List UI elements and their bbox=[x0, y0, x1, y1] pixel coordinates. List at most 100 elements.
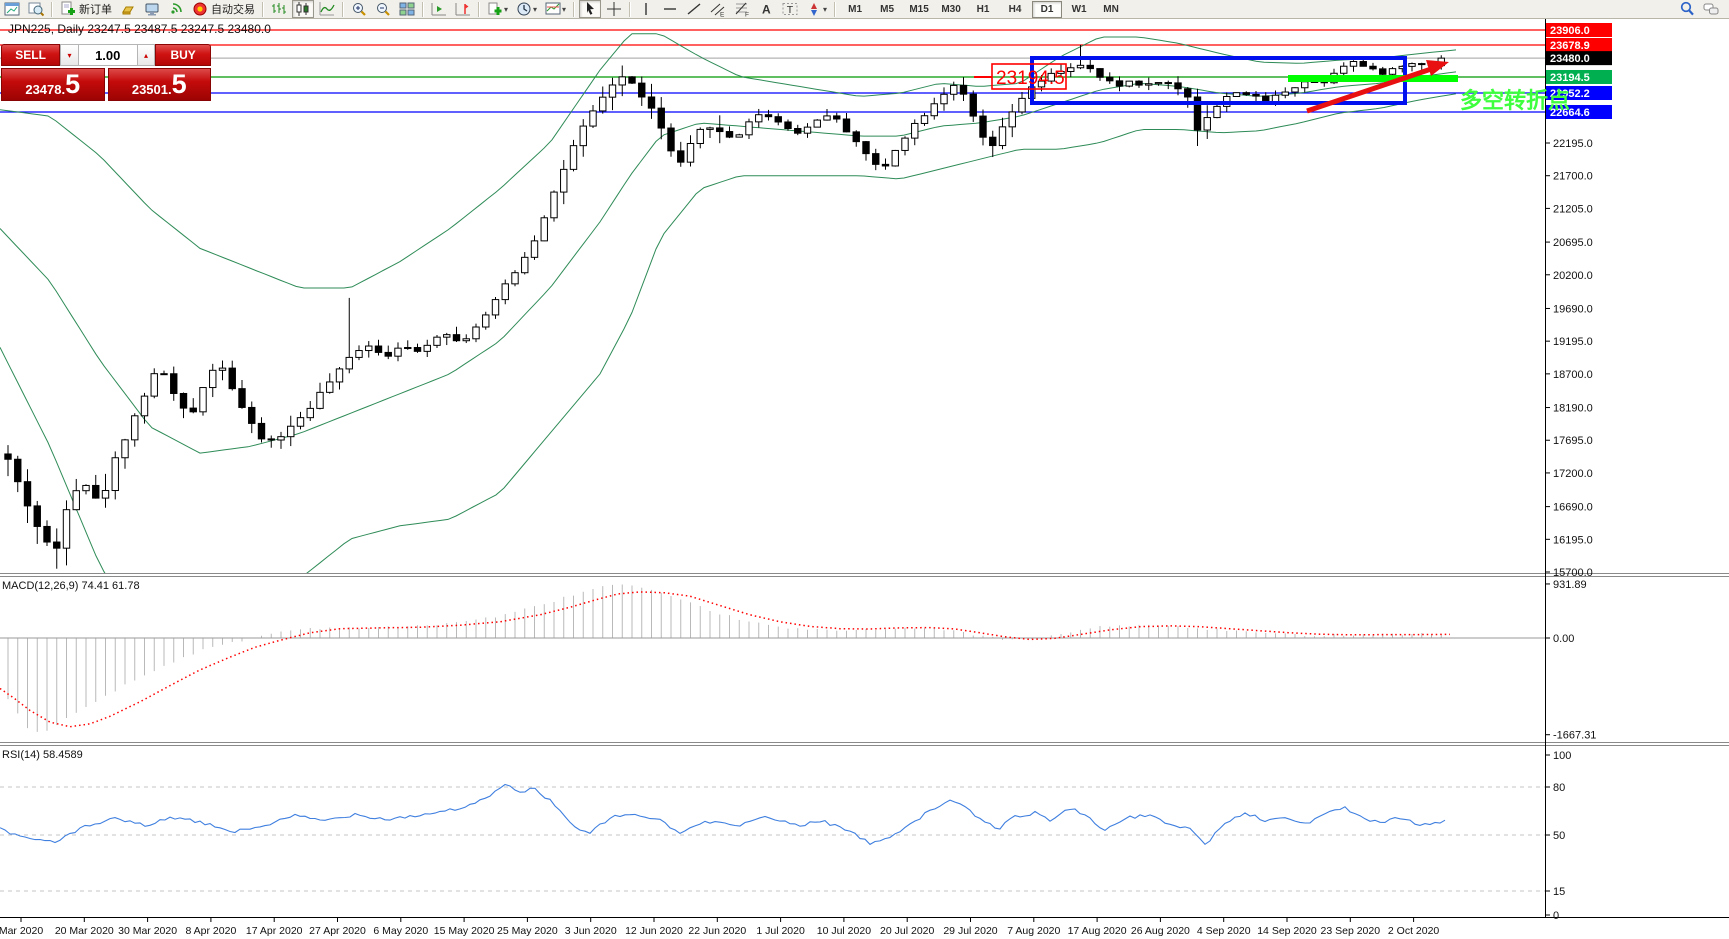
price-level-badge-text: 23906.0 bbox=[1550, 25, 1590, 37]
volume-increase-button[interactable]: ▴ bbox=[136, 44, 156, 66]
buy-price-small: 23501. bbox=[131, 82, 172, 97]
rsi-tick: 80 bbox=[1553, 782, 1565, 794]
price-level-badge bbox=[1546, 38, 1612, 52]
dropdown-arrow-icon[interactable]: ▾ bbox=[823, 4, 828, 14]
toolbar-autotrading-button[interactable]: 自动交易 bbox=[189, 0, 258, 18]
rsi-tick: 15 bbox=[1553, 886, 1565, 898]
buy-button[interactable]: BUY bbox=[155, 44, 211, 66]
toolbar-templates-button[interactable]: ▾ bbox=[542, 0, 569, 18]
toolbar-cursor-button[interactable] bbox=[579, 0, 602, 18]
toolbar-text-a-button[interactable]: A bbox=[755, 0, 777, 18]
toolbar-text-label-button[interactable]: T bbox=[779, 0, 801, 18]
toolbar-autotrading-label: 自动交易 bbox=[211, 4, 255, 16]
time-axis-label: 12 Jun 2020 bbox=[625, 925, 683, 937]
time-axis-label: 29 Jul 2020 bbox=[943, 925, 997, 937]
sell-price-small: 23478. bbox=[25, 82, 66, 97]
toolbar-zoom-out-button[interactable] bbox=[372, 0, 394, 18]
toolbar-chat-button[interactable] bbox=[1700, 0, 1722, 18]
toolbar-crosshair-button[interactable] bbox=[603, 0, 625, 18]
timeframe-d1-button[interactable]: D1 bbox=[1032, 0, 1063, 18]
toolbar-zoom-in-button[interactable] bbox=[348, 0, 370, 18]
toolbar-trendline-button[interactable] bbox=[683, 0, 705, 18]
time-axis-label: 26 Aug 2020 bbox=[1131, 925, 1190, 937]
timeframe-m15-button[interactable]: M15 bbox=[909, 3, 929, 15]
toolbar-candle-chart-button[interactable] bbox=[292, 0, 314, 18]
zoom-out-icon bbox=[377, 3, 390, 16]
toolbar-separator bbox=[51, 1, 53, 17]
sell-price-display[interactable]: 23478. 5 bbox=[1, 68, 105, 101]
toolbar-periods-button[interactable]: ▾ bbox=[513, 0, 540, 18]
profiles-icon bbox=[28, 2, 44, 17]
indicators-icon bbox=[488, 2, 502, 15]
toolbar-search-button[interactable] bbox=[1676, 0, 1698, 18]
toolbar-new-order-button[interactable]: 新订单 bbox=[57, 0, 115, 18]
toolbar-separator bbox=[629, 1, 632, 17]
one-click-trade-panel: SELL ▾ ▴ BUY 23478.5 23501.5 bbox=[1, 44, 211, 101]
time-axis-label: 10 Jul 2020 bbox=[817, 925, 871, 937]
price-callout-label: 23194.5 bbox=[996, 68, 1065, 89]
timeframe-w1-button[interactable]: W1 bbox=[1071, 3, 1087, 15]
timeframe-m5-button[interactable]: M5 bbox=[880, 3, 895, 15]
time-axis-label: 8 Apr 2020 bbox=[186, 925, 237, 937]
toolbar-fibo-button[interactable]: F bbox=[731, 0, 753, 18]
buy-price-display[interactable]: 23501. 5 bbox=[107, 68, 211, 101]
dropdown-arrow-icon[interactable]: ▾ bbox=[504, 4, 509, 14]
zoom-in-icon bbox=[353, 3, 366, 16]
dropdown-arrow-icon[interactable]: ▾ bbox=[533, 4, 538, 14]
svg-text:T: T bbox=[787, 4, 794, 16]
svg-text:E: E bbox=[720, 12, 725, 18]
toolbar-tiles-button[interactable] bbox=[396, 0, 418, 18]
macd-label: MACD(12,26,9) 74.41 61.78 bbox=[2, 580, 140, 592]
toolbar-arrows-button[interactable]: ▾ bbox=[803, 0, 830, 18]
toolbar-terminal-button[interactable] bbox=[141, 0, 163, 18]
time-axis-label: 1 Jul 2020 bbox=[756, 925, 805, 937]
new-order-icon bbox=[61, 1, 75, 15]
toolbar-channel-button[interactable]: E bbox=[707, 0, 729, 18]
search-icon bbox=[1680, 1, 1694, 16]
toolbar-separator bbox=[573, 1, 576, 17]
timeframe-m30-button[interactable]: M30 bbox=[941, 3, 961, 15]
sell-button[interactable]: SELL bbox=[1, 44, 61, 66]
toolbar-indicators-button[interactable]: ▾ bbox=[484, 0, 511, 18]
toolbar-bar-chart-button[interactable] bbox=[268, 0, 290, 18]
toolbar-line-chart-button[interactable] bbox=[316, 0, 338, 18]
timeframe-h1-button[interactable]: H1 bbox=[976, 3, 990, 15]
time-axis-label: 2 Oct 2020 bbox=[1388, 925, 1440, 937]
volume-input[interactable] bbox=[78, 44, 137, 66]
price-tick: 16690.0 bbox=[1553, 502, 1593, 514]
toolbar-new-chart-button[interactable] bbox=[1, 0, 23, 18]
rsi-label: RSI(14) 58.4589 bbox=[2, 749, 83, 761]
toolbar: 新订单 自动交易 ▾ ▾ ▾ E F A T ▾ M1 M5 M15 M30 H1 H4 D1 W1 MN bbox=[0, 0, 1729, 19]
toolbar-market-button[interactable] bbox=[117, 0, 139, 18]
price-tick: 21700.0 bbox=[1553, 171, 1593, 183]
sell-price-big: 5 bbox=[65, 69, 81, 99]
toolbar-signals-button[interactable] bbox=[165, 0, 187, 18]
timeframe-m1-button[interactable]: M1 bbox=[848, 3, 863, 15]
toolbar-hline-button[interactable] bbox=[659, 0, 681, 18]
autotrading-icon bbox=[193, 2, 207, 16]
time-axis-label: 22 Jun 2020 bbox=[688, 925, 746, 937]
arrows-icon bbox=[811, 3, 818, 16]
time-axis-label: 14 Sep 2020 bbox=[1257, 925, 1317, 937]
toolbar-new-order-label: 新订单 bbox=[79, 4, 112, 16]
auto-scroll-icon bbox=[431, 3, 446, 16]
volume-decrease-button[interactable]: ▾ bbox=[60, 44, 79, 66]
toolbar-separator bbox=[478, 1, 480, 17]
toolbar-chart-shift-button[interactable] bbox=[452, 0, 474, 18]
toolbar-auto-scroll-button[interactable] bbox=[428, 0, 450, 18]
buy-price-big: 5 bbox=[171, 69, 187, 99]
price-tick: 17695.0 bbox=[1553, 435, 1593, 447]
toolbar-vline-button[interactable] bbox=[635, 0, 657, 18]
dropdown-arrow-icon[interactable]: ▾ bbox=[562, 4, 567, 14]
chart-title: JPN225, Daily 23247.5 23487.5 23247.5 23… bbox=[8, 22, 271, 36]
timeframe-mn-button[interactable]: MN bbox=[1103, 3, 1119, 15]
timeframe-h4-button[interactable]: H4 bbox=[1008, 3, 1022, 15]
time-axis-label: 15 May 2020 bbox=[434, 925, 495, 937]
templates-icon bbox=[545, 2, 561, 15]
price-level-badge-text: 22664.6 bbox=[1550, 107, 1590, 119]
toolbar-separator bbox=[422, 1, 424, 17]
time-axis-label: 6 May 2020 bbox=[373, 925, 428, 937]
toolbar-profiles-button[interactable] bbox=[25, 0, 47, 18]
price-tick: 17200.0 bbox=[1553, 468, 1593, 480]
